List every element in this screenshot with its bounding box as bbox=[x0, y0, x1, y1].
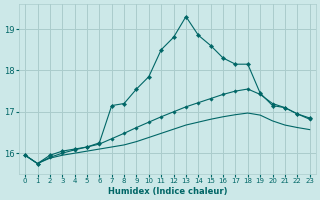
X-axis label: Humidex (Indice chaleur): Humidex (Indice chaleur) bbox=[108, 187, 227, 196]
